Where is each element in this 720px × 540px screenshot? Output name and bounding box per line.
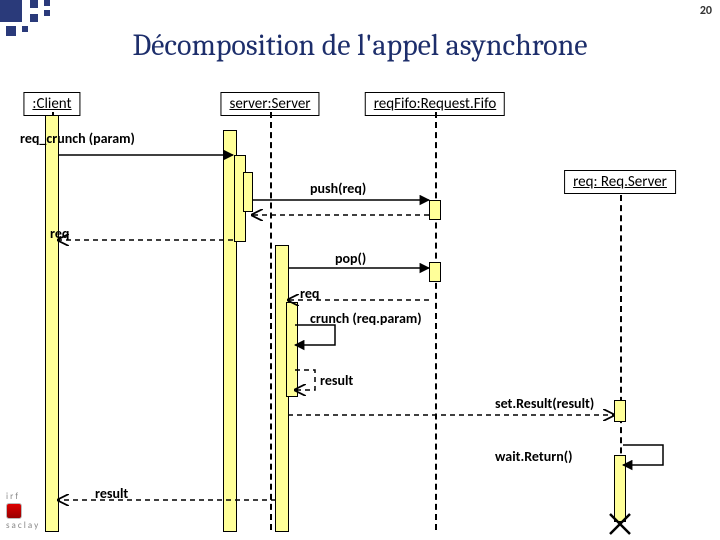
activation-bar [614,400,626,422]
message-label: crunch (req.param) [310,310,422,327]
message-label: pop() [335,250,366,267]
activation-bar [429,200,441,220]
message-label: wait.Return() [495,448,572,465]
page-number: 20 [700,4,712,18]
message-label: req_crunch (param) [20,130,135,147]
activation-bar [243,172,253,212]
message-label: push(req) [310,180,366,197]
activation-bar [286,302,298,397]
slide-title: Décomposition de l'appel asynchrone [0,28,720,63]
activation-bar [429,262,441,282]
participant-req: req: Req.Server [564,170,676,194]
lifeline [270,112,272,530]
message-label: set.Result(result) [495,395,594,412]
message-label: result [95,485,128,502]
message-label: req [300,285,319,302]
lifeline [435,112,437,530]
activation-bar [614,455,626,522]
footer-logo: i r fs a c l a y [6,492,38,532]
activation-bar [45,115,59,532]
sequence-arrows [0,0,720,540]
message-label: result [320,372,353,389]
message-label: req [50,225,69,242]
